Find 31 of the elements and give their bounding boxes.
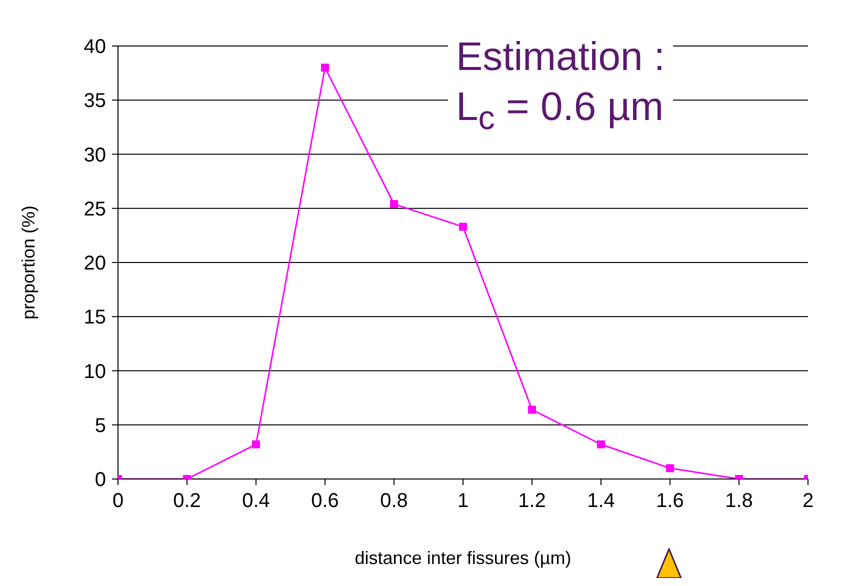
y-tick-label: 35 xyxy=(84,90,106,112)
y-tick-label: 5 xyxy=(94,414,106,437)
y-tick-label: 15 xyxy=(84,306,106,329)
point xyxy=(321,64,329,72)
x-tick-label: 0 xyxy=(112,490,124,512)
point xyxy=(528,406,536,414)
annotation: Estimation : xyxy=(456,34,665,81)
x-tick-label: 1.2 xyxy=(518,490,546,512)
y-tick-label: 25 xyxy=(84,198,106,220)
point xyxy=(666,464,674,472)
x-tick-label: 1.4 xyxy=(587,490,615,512)
y-tick-label: 0 xyxy=(94,469,106,492)
point xyxy=(390,200,398,208)
y-tick-label: 20 xyxy=(84,252,106,275)
x-tick-label: 1.8 xyxy=(725,490,753,512)
x-tick-label: 0.8 xyxy=(380,490,408,512)
annotation: L$_{c}$ = 0.6 µm xyxy=(456,84,665,139)
y-tick-label: 30 xyxy=(84,144,106,166)
x-tick-label: 0.6 xyxy=(311,490,339,512)
x-tick-label: 1.6 xyxy=(656,490,684,512)
y-tick-label: 10 xyxy=(84,360,106,383)
point xyxy=(459,222,467,231)
y-axis-title: proportion (%) xyxy=(18,205,38,320)
x-tick-label: 2 xyxy=(802,490,814,512)
point xyxy=(252,440,260,448)
y-tick-label: 40 xyxy=(84,36,106,58)
x-tick-label: 0.2 xyxy=(173,490,201,512)
x-axis-title: distance inter fissures (µm) xyxy=(354,548,572,568)
x-tick-label: 0.4 xyxy=(242,490,270,512)
point xyxy=(597,440,605,448)
x-tick-label: 1 xyxy=(457,490,469,512)
